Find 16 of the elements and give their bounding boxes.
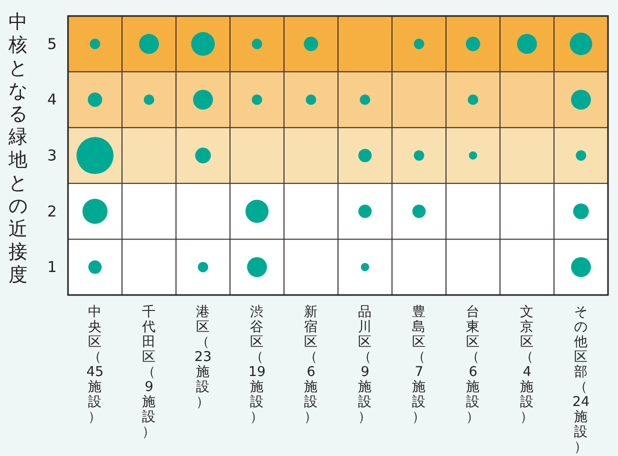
x-tick-label: 豊島区（7施設）	[412, 304, 426, 425]
x-tick-label: 新宿区（6施設）	[304, 304, 318, 425]
y-tick-label: 4	[47, 90, 57, 109]
x-tick-label: 港区（23施設）	[194, 304, 212, 410]
x-tick-label: 渋谷区（19施設）	[248, 304, 266, 425]
x-tick-label: 中央区（45施設）	[86, 304, 104, 425]
y-tick-label: 3	[47, 146, 57, 164]
x-tick-label: 台東区（6施設）	[466, 304, 480, 425]
y-tick-label: 1	[47, 258, 57, 276]
text: 中核となる緑地との近接度	[8, 11, 28, 286]
x-tick-label: 文京区（4施設）	[520, 304, 534, 425]
y-tick-label: 5	[47, 34, 57, 53]
category-label: その他区部（24施設）	[572, 304, 590, 455]
y-tick-label: 2	[47, 202, 57, 220]
x-tick-label: 品川区（9施設）	[358, 304, 372, 425]
category-label: 千代田区（9施設）	[142, 304, 156, 440]
